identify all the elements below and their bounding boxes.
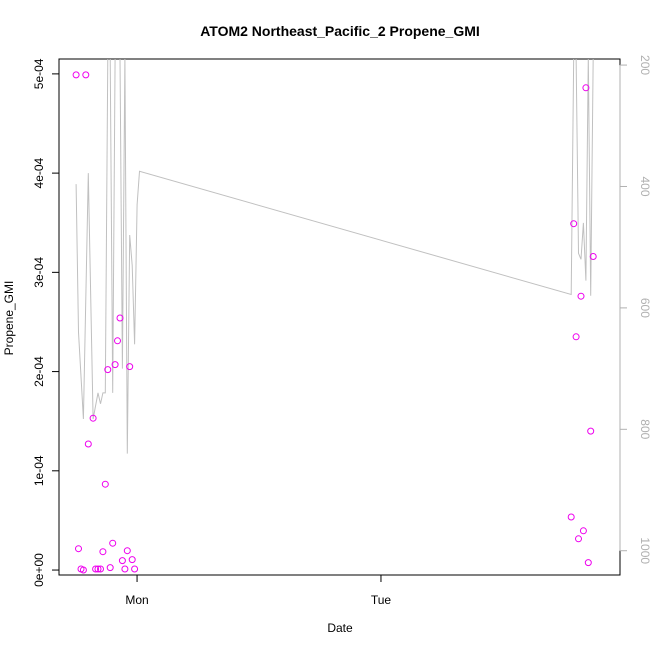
data-point: [114, 337, 121, 345]
data-point: [123, 547, 131, 555]
right-tick-label: 200: [638, 55, 650, 75]
data-point: [92, 565, 100, 573]
data-point: [82, 71, 90, 79]
data-point: [587, 427, 595, 435]
data-point: [118, 557, 126, 565]
data-point: [128, 556, 136, 564]
data-point: [101, 480, 109, 488]
data-point: [577, 292, 585, 300]
data-point: [109, 539, 117, 547]
right-tick-label: 600: [638, 298, 650, 318]
data-point: [567, 513, 575, 521]
data-point: [126, 363, 134, 371]
data-point: [572, 333, 580, 341]
line-layer: [75, 59, 594, 454]
data-point: [121, 565, 129, 573]
data-point: [79, 566, 87, 574]
data-point: [89, 414, 97, 422]
data-point: [131, 565, 139, 573]
right-tick-label: 400: [638, 176, 650, 196]
data-point: [75, 545, 82, 553]
data-point: [582, 84, 590, 92]
point-layer: [72, 71, 597, 574]
y-axis-label: Propene_GMI: [2, 281, 16, 356]
data-point: [579, 527, 587, 535]
data-point: [589, 253, 597, 260]
axes-layer: Mon Tue 0e+00 1e-04 2e-04 3e-04 4e-04 5e-04 200 4…: [32, 55, 650, 607]
right-tick-label: 1000: [638, 537, 650, 564]
y-tick-label: 5e-04: [32, 58, 46, 89]
series-line: [75, 59, 594, 454]
data-point: [94, 565, 102, 573]
y-tick-label: 0e+00: [32, 553, 46, 587]
data-point: [84, 440, 92, 448]
x-tick-label: Tue: [371, 593, 392, 607]
x-axis-label: Date: [327, 621, 353, 635]
chart-title: ATOM2 Northeast_Pacific_2 Propene_GMI: [200, 23, 480, 39]
data-point: [584, 559, 592, 567]
data-point: [570, 220, 578, 228]
y-tick-label: 2e-04: [32, 356, 46, 387]
x-tick-label: Mon: [125, 593, 148, 607]
data-point: [106, 564, 114, 572]
data-point: [99, 548, 107, 556]
data-point: [111, 361, 119, 369]
plot-frame: [58, 58, 621, 576]
y-tick-label: 3e-04: [32, 257, 46, 288]
right-tick-label: 800: [638, 419, 650, 439]
data-point: [116, 314, 124, 322]
y-tick-label: 1e-04: [32, 455, 46, 486]
data-point: [72, 71, 80, 79]
data-point: [104, 366, 112, 374]
y-tick-label: 4e-04: [32, 157, 46, 188]
data-point: [97, 565, 104, 573]
data-point: [575, 535, 582, 543]
